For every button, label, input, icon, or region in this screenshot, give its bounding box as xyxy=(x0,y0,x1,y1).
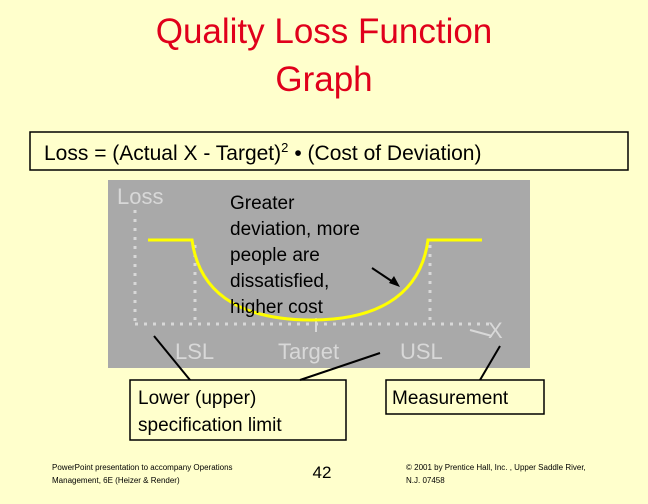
callout-line: Lower (upper) xyxy=(138,388,256,409)
target-label: Target xyxy=(278,339,339,364)
page-number: 42 xyxy=(313,463,332,482)
annotation-line: higher cost xyxy=(230,297,324,318)
callout-arrow xyxy=(153,335,191,381)
formula-main: Loss = (Actual X - Target) xyxy=(44,142,281,165)
x-axis-end xyxy=(469,329,493,337)
x-axis-label: X xyxy=(488,318,503,343)
callout-line: specification limit xyxy=(138,415,282,436)
annotation: Greater deviation, more people are dissa… xyxy=(230,193,360,318)
formula-superscript: 2 xyxy=(281,140,288,155)
loss-curve xyxy=(148,238,482,322)
annotation-line: people are xyxy=(230,245,320,266)
footer-left: PowerPoint presentation to accompany Ope… xyxy=(52,463,233,472)
annotation-line: Greater xyxy=(230,193,295,214)
callout-box xyxy=(385,379,545,415)
callout-arrow xyxy=(479,345,501,381)
footer-right: N.J. 07458 xyxy=(406,476,445,485)
arrowhead xyxy=(389,276,400,287)
lsl-label: LSL xyxy=(175,339,214,364)
footer-left: Management, 6E (Heizer & Render) xyxy=(52,476,180,485)
formula-box xyxy=(29,131,629,171)
usl-label: USL xyxy=(400,339,443,364)
measurement-callout: Measurement xyxy=(392,388,509,409)
formula: Loss = (Actual X - Target)2 • (Cost of De… xyxy=(44,140,481,165)
callout-arrow xyxy=(299,352,381,381)
annotation-line: deviation, more xyxy=(230,219,360,240)
callout-box xyxy=(129,379,347,441)
footer-right: © 2001 by Prentice Hall, Inc. , Upper Sa… xyxy=(406,463,586,472)
annotation-line: dissatisfied, xyxy=(230,271,329,292)
title-line: Quality Loss Function xyxy=(156,12,493,51)
title-line: Graph xyxy=(275,60,372,99)
formula-rest: • (Cost of Deviation) xyxy=(294,142,481,165)
y-axis-label: Loss xyxy=(117,184,163,209)
graph-panel xyxy=(108,180,530,368)
